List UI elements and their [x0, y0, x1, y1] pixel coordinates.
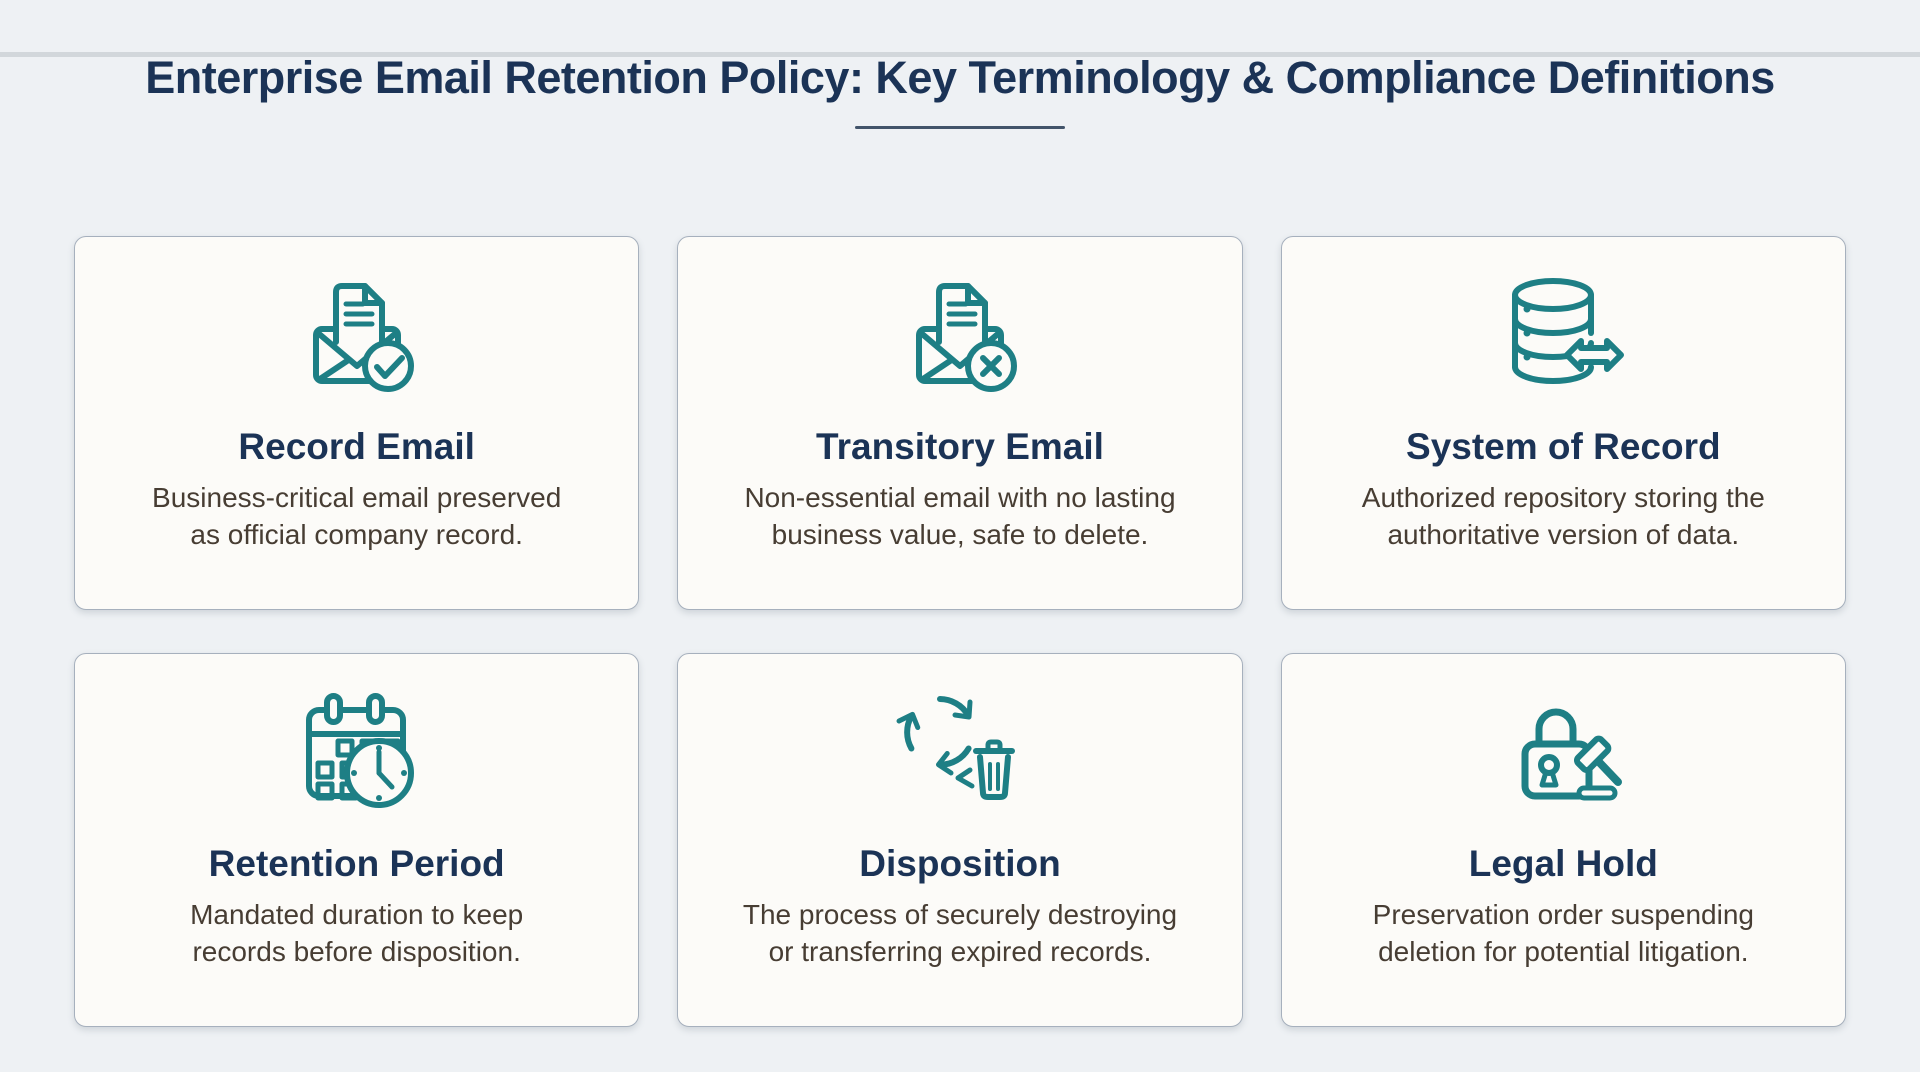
card-title: Legal Hold: [1468, 843, 1658, 884]
card-title: Transitory Email: [816, 426, 1104, 467]
card-description: Business-critical email preserved as off…: [152, 481, 562, 550]
card-disposition: Disposition The process of securely dest…: [677, 653, 1243, 1027]
record-email-icon: [288, 267, 426, 397]
page-title: Enterprise Email Retention Policy: Key T…: [145, 52, 1775, 103]
legal-hold-icon: [1494, 684, 1632, 814]
title-underline: [855, 126, 1065, 129]
card-description: Mandated duration to keep records before…: [190, 898, 524, 967]
card-description: The process of securely destroying or tr…: [742, 898, 1178, 967]
card-system-of-record: System of Record Authorized repository s…: [1280, 236, 1846, 610]
card-description: Authorized repository storing the author…: [1361, 481, 1765, 550]
card-title: Record Email: [238, 426, 475, 467]
card-title: System of Record: [1406, 426, 1721, 467]
card-title: Disposition: [859, 843, 1061, 884]
card-legal-hold: Legal Hold Preservation order suspending…: [1280, 653, 1846, 1027]
transitory-email-icon: [891, 267, 1029, 397]
card-title: Retention Period: [208, 843, 505, 884]
card-record-email: Record Email Business-critical email pre…: [74, 236, 640, 610]
card-description: Non-essential email with no lasting busi…: [744, 481, 1176, 550]
card-retention-period: Retention Period Mandated duration to ke…: [74, 653, 640, 1027]
card-transitory-email: Transitory Email Non-essential email wit…: [677, 236, 1243, 610]
card-description: Preservation order suspending deletion f…: [1372, 898, 1754, 967]
disposition-icon: [891, 684, 1029, 814]
retention-period-icon: [288, 684, 426, 814]
system-of-record-icon: [1494, 267, 1632, 397]
definition-card-grid: Record Email Business-critical email pre…: [74, 236, 1846, 1027]
window-top-edge: [0, 52, 1920, 57]
